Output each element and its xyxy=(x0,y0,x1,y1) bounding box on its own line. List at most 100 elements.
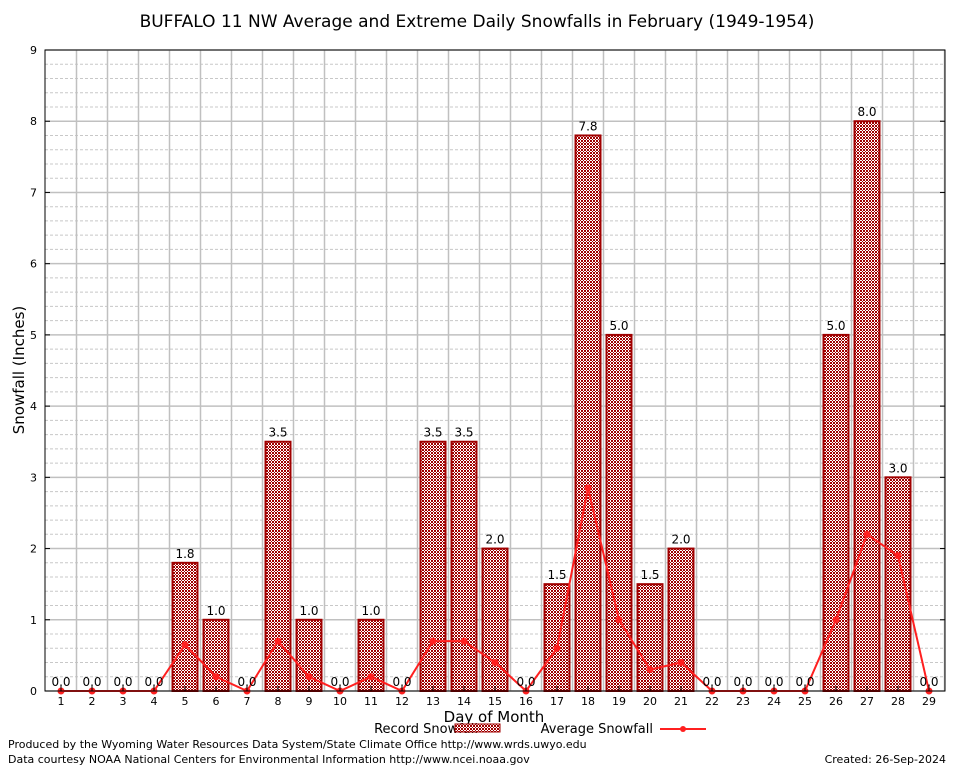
data-label: 0.0 xyxy=(702,675,721,689)
x-tick-label: 27 xyxy=(860,695,874,708)
data-label: 0.0 xyxy=(237,675,256,689)
data-label: 0.0 xyxy=(113,675,132,689)
data-label: 1.0 xyxy=(361,604,380,618)
record-bar xyxy=(636,583,664,693)
record-bar xyxy=(853,120,881,692)
average-point xyxy=(429,637,437,645)
y-tick-label: 8 xyxy=(30,115,37,128)
x-tick-label: 20 xyxy=(643,695,657,708)
x-tick-label: 24 xyxy=(767,695,781,708)
record-bar xyxy=(605,333,633,692)
data-label: 0.0 xyxy=(764,675,783,689)
x-tick-label: 18 xyxy=(581,695,595,708)
y-tick-label: 3 xyxy=(30,471,37,484)
data-label: 1.5 xyxy=(547,568,566,582)
x-tick-label: 3 xyxy=(120,695,127,708)
data-label: 3.5 xyxy=(268,426,287,440)
average-point xyxy=(553,644,561,652)
x-tick-label: 8 xyxy=(275,695,282,708)
record-bar xyxy=(574,134,602,692)
x-tick-label: 10 xyxy=(333,695,347,708)
y-tick-label: 5 xyxy=(30,329,37,342)
data-label: 5.0 xyxy=(609,319,628,333)
average-point xyxy=(274,637,282,645)
legend: Record Snowfall Average Snowfall xyxy=(374,722,706,737)
x-tick-label: 12 xyxy=(395,695,409,708)
average-point xyxy=(491,659,499,667)
x-tick-label: 1 xyxy=(58,695,65,708)
data-label: 2.0 xyxy=(485,533,504,547)
x-tick-label: 11 xyxy=(364,695,378,708)
y-tick-label: 4 xyxy=(30,400,37,413)
record-bar xyxy=(822,333,850,692)
y-tick-label: 7 xyxy=(30,186,37,199)
average-point xyxy=(677,659,685,667)
data-label: 3.5 xyxy=(454,426,473,440)
x-tick-label: 17 xyxy=(550,695,564,708)
record-bar xyxy=(884,476,912,693)
x-tick-label: 25 xyxy=(798,695,812,708)
x-tick-label: 19 xyxy=(612,695,626,708)
x-tick-label: 23 xyxy=(736,695,750,708)
average-point xyxy=(181,641,189,649)
data-label: 0.0 xyxy=(919,675,938,689)
average-point xyxy=(646,666,654,674)
average-point xyxy=(212,673,220,681)
data-label: 2.0 xyxy=(671,533,690,547)
x-tick-label: 28 xyxy=(891,695,905,708)
legend-record-label: Record Snowfall xyxy=(374,722,478,737)
x-tick-label: 21 xyxy=(674,695,688,708)
chart-title: BUFFALO 11 NW Average and Extreme Daily … xyxy=(140,12,815,32)
average-point xyxy=(615,616,623,624)
data-label: 1.0 xyxy=(206,604,225,618)
x-tick-label: 22 xyxy=(705,695,719,708)
x-tick-label: 9 xyxy=(306,695,313,708)
average-point xyxy=(305,673,313,681)
data-label: 1.5 xyxy=(640,568,659,582)
record-bar xyxy=(667,547,695,692)
x-tick-label: 4 xyxy=(151,695,158,708)
average-point xyxy=(863,530,871,538)
data-label: 0.0 xyxy=(144,675,163,689)
x-tick-label: 7 xyxy=(244,695,251,708)
data-label: 0.0 xyxy=(82,675,101,689)
x-tick-label: 5 xyxy=(182,695,189,708)
data-label: 1.0 xyxy=(299,604,318,618)
average-point xyxy=(460,637,468,645)
data-label: 0.0 xyxy=(516,675,535,689)
x-tick-label: 13 xyxy=(426,695,440,708)
data-label: 0.0 xyxy=(795,675,814,689)
data-label: 8.0 xyxy=(857,105,876,119)
y-tick-label: 6 xyxy=(30,258,37,271)
footer-courtesy: Data courtesy NOAA National Centers for … xyxy=(8,753,530,766)
x-tick-label: 26 xyxy=(829,695,843,708)
data-label: 0.0 xyxy=(51,675,70,689)
legend-record-swatch xyxy=(454,723,501,733)
data-label: 5.0 xyxy=(826,319,845,333)
record-bar xyxy=(481,547,509,692)
x-axis-label: Day of Month xyxy=(444,708,545,726)
y-tick-label: 1 xyxy=(30,614,37,627)
data-label: 7.8 xyxy=(578,119,597,133)
data-label: 3.0 xyxy=(888,461,907,475)
x-tick-label: 15 xyxy=(488,695,502,708)
y-tick-label: 2 xyxy=(30,543,37,556)
footer-created: Created: 26-Sep-2024 xyxy=(824,753,946,766)
x-tick-label: 2 xyxy=(89,695,96,708)
y-tick-label: 0 xyxy=(30,685,37,698)
y-tick-label: 9 xyxy=(30,44,37,57)
x-tick-label: 29 xyxy=(922,695,936,708)
data-label: 3.5 xyxy=(423,426,442,440)
footer-produced: Produced by the Wyoming Water Resources … xyxy=(8,738,587,751)
legend-average-label: Average Snowfall xyxy=(541,722,653,737)
average-point xyxy=(367,673,375,681)
data-label: 1.8 xyxy=(175,547,194,561)
average-point xyxy=(894,552,902,560)
record-bar xyxy=(171,561,199,692)
data-label: 0.0 xyxy=(330,675,349,689)
x-tick-label: 6 xyxy=(213,695,220,708)
x-tick-label: 16 xyxy=(519,695,533,708)
data-label: 0.0 xyxy=(392,675,411,689)
